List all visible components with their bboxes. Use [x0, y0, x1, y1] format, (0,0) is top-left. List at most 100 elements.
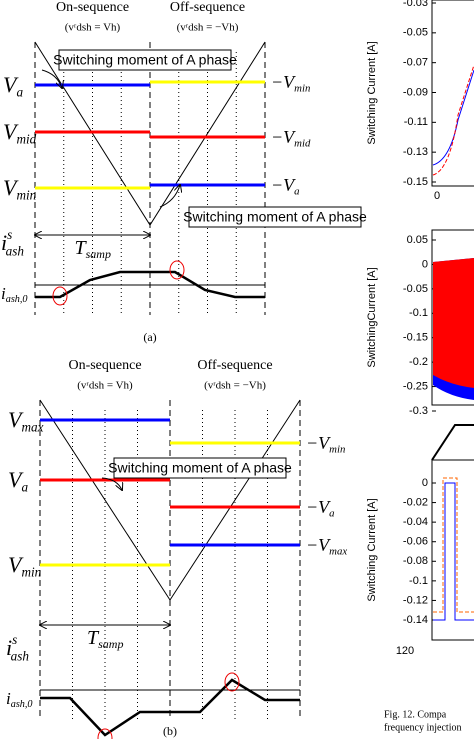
voltage-label: Vmin — [8, 552, 42, 580]
symbol: V — [8, 407, 24, 432]
subscript: ash,0 — [6, 294, 28, 305]
current-label: iash,0 — [6, 689, 33, 711]
current-label: is ash — [6, 632, 29, 664]
area — [433, 258, 474, 388]
voltage-label: −Va — [306, 497, 335, 520]
subscript: mid — [16, 132, 36, 147]
label: (vʳdsh = Vh) — [77, 380, 133, 392]
callout-text: Switching moment of A phase — [108, 460, 292, 476]
callout-arrow — [159, 185, 180, 208]
symbol: i — [1, 230, 7, 255]
y-tick-label: 0.05 — [407, 234, 428, 246]
y-tick-label: -0.15 — [403, 176, 428, 188]
symbol: i — [1, 284, 6, 303]
period-label: Tsamp — [75, 237, 111, 261]
y-tick-label: -0.1 — [409, 307, 428, 319]
callout-box — [188, 206, 362, 228]
square-wave — [433, 482, 474, 621]
subscript: a — [329, 508, 334, 520]
callout-arrow — [101, 477, 122, 490]
voltage-label: Va — [8, 467, 28, 495]
plot-frame — [431, 229, 474, 406]
symbol: V — [3, 175, 19, 200]
voltage-label: −Vmin — [306, 433, 345, 456]
voltage-label: −Vmin — [271, 72, 310, 95]
y-tick-label: -0.05 — [403, 27, 428, 39]
symbol: −V — [306, 433, 331, 453]
y-tick-label: -0.04 — [403, 516, 428, 528]
subscript: max — [329, 546, 347, 558]
y-tick-label: -0.08 — [403, 555, 428, 567]
y-tick-label: -0.02 — [403, 496, 428, 508]
subscript: a — [21, 480, 28, 495]
y-tick-label: -0.05 — [403, 283, 428, 295]
subscript: samp — [86, 247, 111, 261]
y-tick-label: -0.1 — [409, 575, 428, 587]
carrier-triangle — [34, 41, 266, 226]
period-label: Tsamp — [87, 627, 123, 651]
symbol: −V — [271, 175, 296, 195]
plot-frame — [431, 459, 474, 641]
symbol: −V — [271, 127, 296, 147]
highlight-circle — [52, 286, 68, 306]
current-waveform — [35, 270, 265, 299]
voltage-label: Vmax — [8, 407, 44, 435]
symbol: T — [87, 627, 100, 649]
current-label: is ash — [1, 227, 24, 259]
voltage-label: Vmid — [3, 119, 37, 147]
label: On-sequence — [56, 0, 129, 15]
y-tick-label: -0.07 — [403, 57, 428, 69]
callout-text: Switching moment of A phase — [53, 52, 237, 68]
symbol: −V — [271, 72, 296, 92]
x-tick-label: 120 — [396, 645, 414, 657]
zoom-lines — [431, 424, 474, 461]
subscript: max — [21, 420, 43, 435]
label: (b) — [163, 724, 177, 738]
label: (vʳdsh = −Vh) — [177, 22, 239, 34]
label: (a) — [143, 330, 156, 344]
label: (vʳdsh = Vh) — [65, 22, 121, 34]
highlight-circle — [97, 728, 113, 739]
y-tick-label: -0.25 — [403, 380, 428, 392]
square-wave — [433, 477, 474, 613]
y-tick-label: -0.09 — [403, 86, 428, 98]
voltage-label: −Vmax — [306, 535, 347, 558]
subscript: a — [16, 85, 23, 100]
y-tick-label: -0.12 — [403, 594, 428, 606]
y-axis-label: Switching Current [A] — [366, 498, 378, 601]
curve — [432, 64, 474, 176]
subscript: mid — [294, 138, 311, 150]
highlight-circle — [169, 260, 185, 280]
y-tick-label: -0.3 — [409, 405, 428, 417]
caption-text: frequency injection — [384, 722, 461, 733]
current-waveform — [40, 678, 300, 737]
symbol: V — [3, 119, 19, 144]
label: (vʳdsh = −Vh) — [204, 380, 266, 392]
label: Off-sequence — [170, 0, 245, 15]
y-tick-label: 0 — [422, 258, 428, 270]
subscript: min — [294, 83, 310, 95]
plot-frame — [431, 0, 474, 187]
y-axis-label: SwitchingCurrent [A] — [366, 267, 378, 367]
subscript: ash,0 — [11, 699, 33, 710]
callout-text: Switching moment of A phase — [183, 209, 367, 225]
y-tick-label: -0.14 — [403, 614, 428, 626]
y-axis-label: Switching Current [A] — [366, 41, 378, 144]
superscript: s — [12, 632, 17, 647]
subscript: min — [329, 444, 345, 456]
y-tick-label: -0.03 — [403, 0, 428, 9]
subscript: ash — [6, 244, 25, 259]
subscript: a — [294, 186, 299, 198]
subscript: ash — [11, 649, 30, 664]
symbol: T — [75, 237, 88, 259]
callout-box — [113, 457, 287, 479]
y-tick-label: -0.13 — [403, 146, 428, 158]
superscript: s — [7, 227, 12, 242]
callout-arrow — [41, 69, 62, 88]
label: Off-sequence — [197, 358, 272, 373]
y-tick-label: -0.11 — [404, 116, 428, 128]
curve — [432, 69, 474, 166]
voltage-label: −Va — [271, 175, 300, 198]
y-tick-label: 0 — [422, 477, 428, 489]
